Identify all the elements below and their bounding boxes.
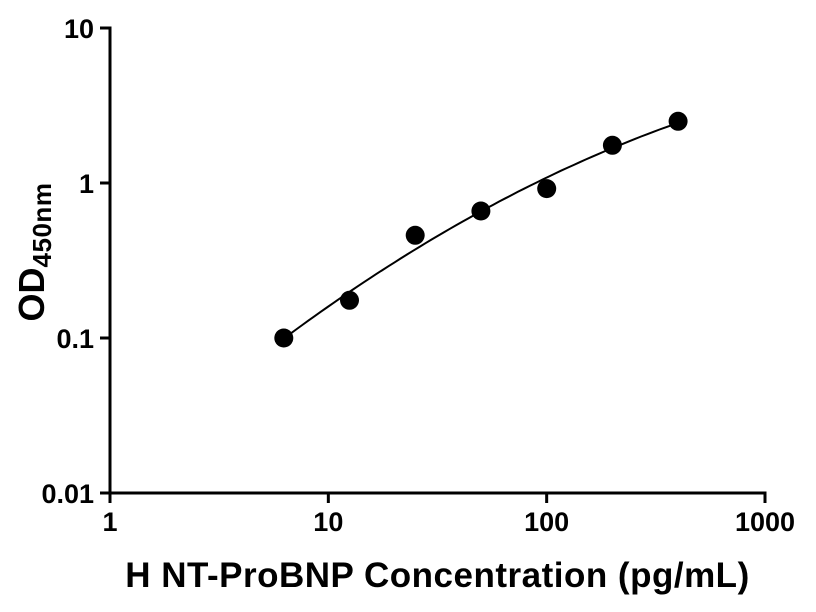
data-point (602, 135, 622, 155)
y-tick-label: 1 (79, 169, 94, 199)
y-axis-title-text: OD (11, 267, 52, 322)
data-point (405, 225, 425, 245)
y-tick-label: 10 (64, 14, 94, 44)
x-tick-label: 10 (313, 507, 343, 537)
y-axis-title-subscript: 450nm (27, 182, 57, 268)
data-point (471, 201, 491, 221)
data-point (668, 111, 688, 131)
y-axis-title: OD450nm (11, 183, 57, 322)
data-point (340, 290, 359, 310)
data-point (274, 328, 294, 348)
x-tick-label: 1000 (735, 507, 795, 537)
y-tick-label: 0.1 (56, 324, 94, 354)
x-tick-label: 100 (524, 507, 569, 537)
y-tick-label: 0.01 (41, 479, 94, 509)
data-point (537, 179, 557, 199)
x-tick-label: 1 (102, 507, 117, 537)
x-axis-title: H NT-ProBNP Concentration (pg/mL) (125, 556, 750, 595)
